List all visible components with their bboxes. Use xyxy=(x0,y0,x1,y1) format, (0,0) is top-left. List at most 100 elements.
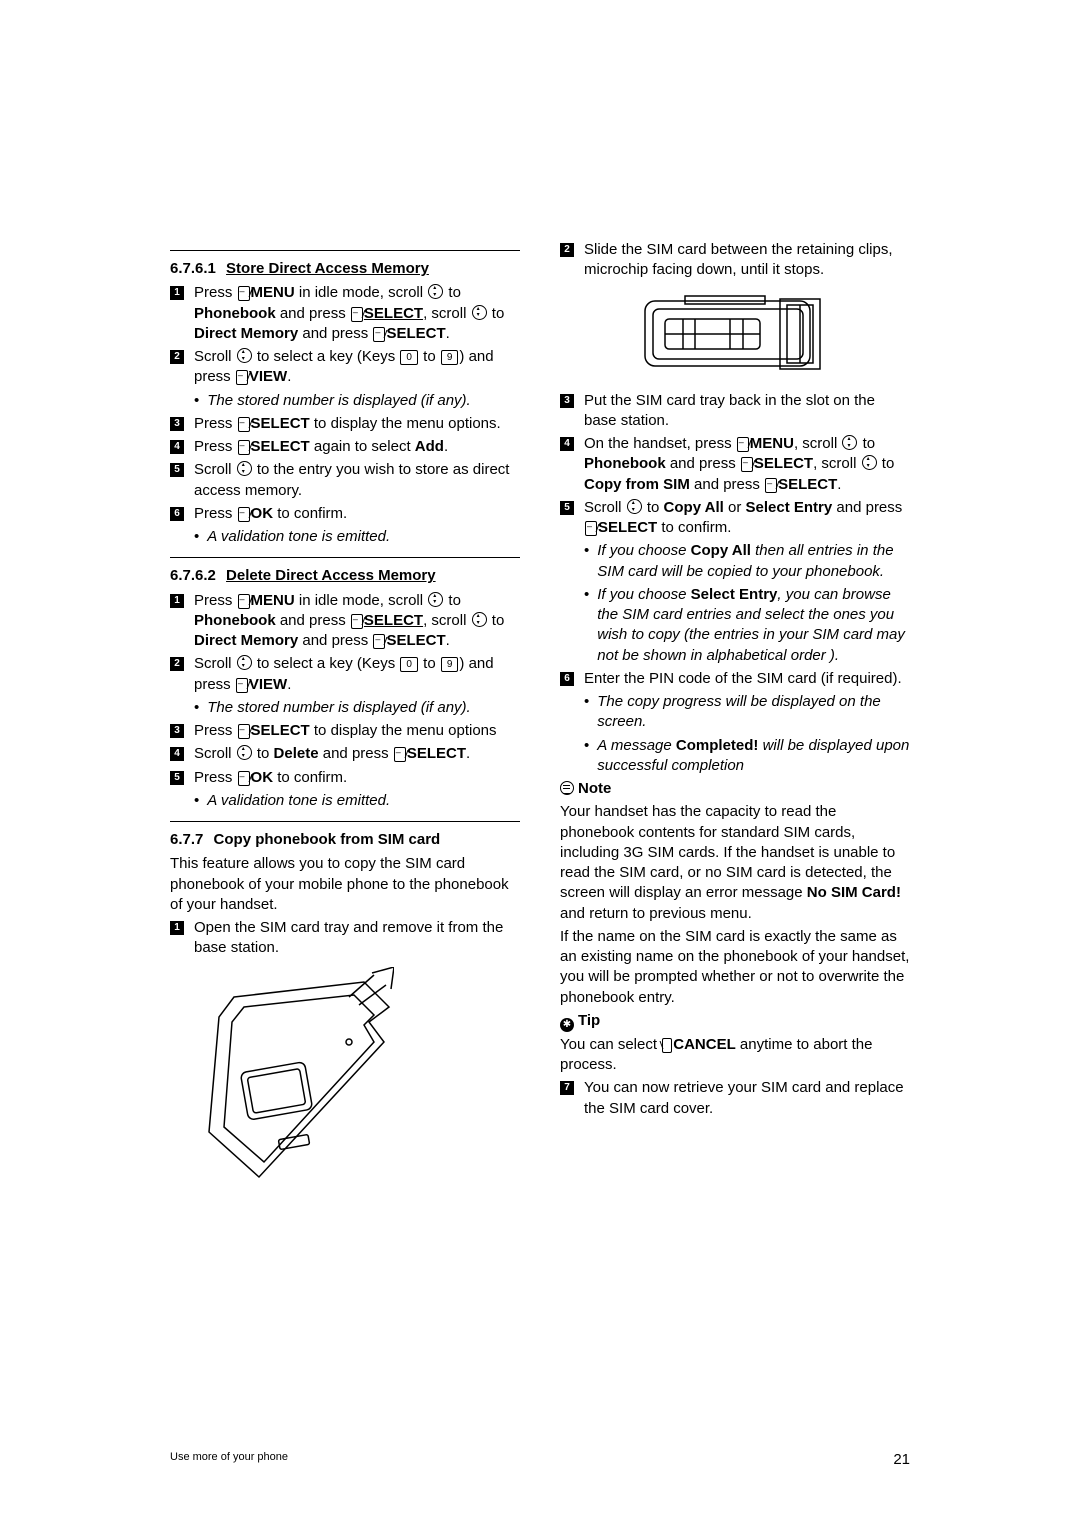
step: 5 Scroll to the entry you wish to store … xyxy=(170,460,520,501)
page-footer: Use more of your phone 21 xyxy=(170,1451,910,1468)
nav-icon xyxy=(428,592,443,607)
step-body: Press MENU in idle mode, scroll to Phone… xyxy=(194,591,520,652)
softkey-icon xyxy=(373,327,385,342)
numkey-icon: 9 xyxy=(441,350,459,365)
numkey-icon: 0 xyxy=(400,657,418,672)
sim-insert-illustration xyxy=(635,291,835,381)
bullet-item: • If you choose Select Entry, you can br… xyxy=(584,585,910,666)
page-number: 21 xyxy=(893,1451,910,1468)
step-body: Press OK to confirm. xyxy=(194,768,520,788)
step: 5 Press OK to confirm. xyxy=(170,768,520,788)
softkey-icon xyxy=(238,286,250,301)
step-body: Press MENU in idle mode, scroll to Phone… xyxy=(194,283,520,344)
step-body: Press SELECT to display the menu options… xyxy=(194,414,520,434)
bullet-icon: • xyxy=(194,791,199,811)
nav-icon xyxy=(627,499,642,514)
softkey-icon xyxy=(236,370,248,385)
right-column: 2 Slide the SIM card between the retaini… xyxy=(560,240,910,1205)
step-body: Scroll to the entry you wish to store as… xyxy=(194,460,520,501)
step-body: Scroll to select a key (Keys 0 to 9) and… xyxy=(194,347,520,388)
step: 3 Press SELECT to display the menu optio… xyxy=(170,721,520,741)
bullet-item: • The copy progress will be displayed on… xyxy=(584,692,910,733)
bullet-item: • The stored number is displayed (if any… xyxy=(194,391,520,411)
step: 2 Scroll to select a key (Keys 0 to 9) a… xyxy=(170,654,520,695)
heading-677: 6.7.7 Copy phonebook from SIM card xyxy=(170,830,520,850)
step-number-icon: 2 xyxy=(170,657,184,671)
bullet-text: If you choose Select Entry, you can brow… xyxy=(597,585,910,666)
step-body: Press SELECT again to select Add. xyxy=(194,437,520,457)
footer-text: Use more of your phone xyxy=(170,1451,288,1468)
step-body: Put the SIM card tray back in the slot o… xyxy=(584,391,910,432)
bullet-item: • A validation tone is emitted. xyxy=(194,791,520,811)
bullet-icon: • xyxy=(584,736,589,777)
numkey-icon: 9 xyxy=(441,657,459,672)
left-column: 6.7.6.1 Store Direct Access Memory 1 Pre… xyxy=(170,240,520,1205)
sim-tray-illustration xyxy=(194,967,394,1197)
nav-icon xyxy=(237,655,252,670)
heading-num: 6.7.6.1 xyxy=(170,259,216,279)
step-number-icon: 1 xyxy=(170,594,184,608)
bullet-text: The stored number is displayed (if any). xyxy=(207,391,520,411)
softkey-icon xyxy=(238,440,250,455)
step-body: Enter the PIN code of the SIM card (if r… xyxy=(584,669,910,689)
heading-6762: 6.7.6.2 Delete Direct Access Memory xyxy=(170,566,520,586)
step-number-icon: 2 xyxy=(560,243,574,257)
intro-text: This feature allows you to copy the SIM … xyxy=(170,854,520,915)
note-heading: Note xyxy=(560,779,910,799)
note-body-2: If the name on the SIM card is exactly t… xyxy=(560,927,910,1008)
nav-icon xyxy=(472,612,487,627)
heading-title: Copy phonebook from SIM card xyxy=(214,831,441,848)
bullet-icon: • xyxy=(194,527,199,547)
tip-icon: ✱ xyxy=(560,1018,574,1032)
step-number-icon: 2 xyxy=(170,350,184,364)
bullet-icon: • xyxy=(584,692,589,733)
softkey-icon xyxy=(737,437,749,452)
step: 1 Press MENU in idle mode, scroll to Pho… xyxy=(170,283,520,344)
bullet-icon: • xyxy=(194,391,199,411)
nav-icon xyxy=(842,435,857,450)
step-number-icon: 6 xyxy=(560,672,574,686)
softkey-icon xyxy=(585,521,597,536)
step: 3 Press SELECT to display the menu optio… xyxy=(170,414,520,434)
step: 2 Slide the SIM card between the retaini… xyxy=(560,240,910,281)
step-number-icon: 3 xyxy=(560,394,574,408)
step-body: Scroll to select a key (Keys 0 to 9) and… xyxy=(194,654,520,695)
softkey-icon xyxy=(765,478,777,493)
heading-num: 6.7.6.2 xyxy=(170,566,216,586)
bullet-icon: • xyxy=(584,541,589,582)
softkey-icon xyxy=(238,594,250,609)
divider xyxy=(170,250,520,251)
nav-icon xyxy=(237,348,252,363)
step: 6 Enter the PIN code of the SIM card (if… xyxy=(560,669,910,689)
divider xyxy=(170,821,520,822)
softkey-icon xyxy=(394,747,406,762)
step: 2 Scroll to select a key (Keys 0 to 9) a… xyxy=(170,347,520,388)
numkey-icon: 0 xyxy=(400,350,418,365)
step: 6 Press OK to confirm. xyxy=(170,504,520,524)
nav-icon xyxy=(862,455,877,470)
step-number-icon: 1 xyxy=(170,286,184,300)
step-body: Slide the SIM card between the retaining… xyxy=(584,240,910,281)
step: 7 You can now retrieve your SIM card and… xyxy=(560,1078,910,1119)
nav-icon xyxy=(472,305,487,320)
heading-6761: 6.7.6.1 Store Direct Access Memory xyxy=(170,259,520,279)
step: 4 Press SELECT again to select Add. xyxy=(170,437,520,457)
bullet-icon: • xyxy=(584,585,589,666)
bullet-icon: • xyxy=(194,698,199,718)
step: 1 Open the SIM card tray and remove it f… xyxy=(170,918,520,959)
softkey-icon xyxy=(238,507,250,522)
step-body: You can now retrieve your SIM card and r… xyxy=(584,1078,910,1119)
bullet-text: The stored number is displayed (if any). xyxy=(207,698,520,718)
bullet-text: A message Completed! will be displayed u… xyxy=(597,736,910,777)
softkey-icon xyxy=(662,1038,672,1053)
bullet-text: If you choose Copy All then all entries … xyxy=(597,541,910,582)
bullet-item: • A validation tone is emitted. xyxy=(194,527,520,547)
note-icon xyxy=(560,781,574,795)
softkey-icon xyxy=(741,457,753,472)
step: 3 Put the SIM card tray back in the slot… xyxy=(560,391,910,432)
divider xyxy=(170,557,520,558)
step-body: Scroll to Copy All or Select Entry and p… xyxy=(584,498,910,539)
bullet-item: • If you choose Copy All then all entrie… xyxy=(584,541,910,582)
bullet-item: • The stored number is displayed (if any… xyxy=(194,698,520,718)
softkey-icon xyxy=(238,724,250,739)
